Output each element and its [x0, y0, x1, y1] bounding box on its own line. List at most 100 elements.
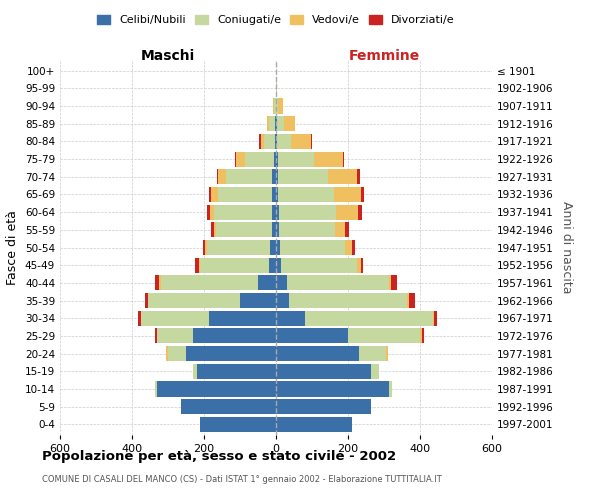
Bar — [166, 346, 276, 361]
Bar — [276, 399, 371, 414]
Bar — [276, 276, 391, 290]
Bar — [200, 417, 276, 432]
Bar — [272, 204, 276, 220]
Bar — [217, 169, 276, 184]
Bar — [276, 382, 392, 396]
Bar — [181, 399, 276, 414]
Bar — [197, 364, 276, 379]
Bar — [276, 382, 389, 396]
Bar — [276, 310, 433, 326]
Bar — [276, 187, 364, 202]
Bar — [148, 293, 276, 308]
Bar — [186, 346, 276, 361]
Bar — [205, 240, 276, 255]
Bar — [264, 134, 276, 149]
Bar — [157, 328, 276, 344]
Bar — [155, 328, 276, 344]
Bar — [276, 81, 277, 96]
Bar — [226, 169, 276, 184]
Bar — [276, 116, 284, 131]
Bar — [155, 382, 276, 396]
Bar — [276, 98, 278, 114]
Text: Femmine: Femmine — [349, 48, 419, 62]
Bar — [276, 310, 437, 326]
Bar — [276, 222, 346, 238]
Bar — [218, 187, 276, 202]
Text: COMUNE DI CASALI DEL MANCO (CS) - Dati ISTAT 1° gennaio 2002 - Elaborazione TUTT: COMUNE DI CASALI DEL MANCO (CS) - Dati I… — [42, 475, 442, 484]
Bar — [211, 204, 276, 220]
Bar — [276, 116, 277, 131]
Bar — [276, 222, 349, 238]
Bar — [276, 346, 359, 361]
Bar — [272, 222, 276, 238]
Bar — [276, 399, 371, 414]
Bar — [276, 81, 277, 96]
Bar — [276, 417, 352, 432]
Bar — [276, 364, 379, 379]
Bar — [272, 169, 276, 184]
Bar — [200, 417, 276, 432]
Bar — [155, 382, 276, 396]
Text: Popolazione per età, sesso e stato civile - 2002: Popolazione per età, sesso e stato civil… — [42, 450, 396, 463]
Bar — [276, 293, 409, 308]
Bar — [193, 328, 276, 344]
Bar — [276, 346, 388, 361]
Bar — [276, 382, 392, 396]
Bar — [276, 364, 379, 379]
Bar — [276, 328, 422, 344]
Bar — [276, 240, 355, 255]
Bar — [157, 382, 276, 396]
Bar — [276, 169, 278, 184]
Bar — [276, 364, 379, 379]
Bar — [258, 276, 276, 290]
Bar — [276, 204, 362, 220]
Bar — [216, 222, 276, 238]
Bar — [272, 187, 276, 202]
Bar — [199, 258, 276, 272]
Bar — [276, 204, 358, 220]
Bar — [276, 187, 361, 202]
Bar — [157, 328, 276, 344]
Text: Maschi: Maschi — [141, 48, 195, 62]
Bar — [211, 187, 276, 202]
Bar — [276, 346, 386, 361]
Bar — [235, 152, 276, 166]
Bar — [195, 258, 276, 272]
Bar — [276, 258, 364, 272]
Bar — [141, 310, 276, 326]
Bar — [181, 399, 276, 414]
Bar — [276, 417, 352, 432]
Bar — [276, 152, 314, 166]
Bar — [260, 134, 276, 149]
Bar — [166, 346, 276, 361]
Bar — [276, 169, 328, 184]
Bar — [207, 204, 276, 220]
Bar — [276, 328, 348, 344]
Bar — [276, 169, 357, 184]
Bar — [193, 364, 276, 379]
Bar — [193, 364, 276, 379]
Bar — [276, 222, 279, 238]
Bar — [275, 134, 276, 149]
Bar — [276, 310, 434, 326]
Bar — [276, 258, 357, 272]
Bar — [276, 116, 295, 131]
Bar — [155, 382, 276, 396]
Bar — [276, 81, 277, 96]
Bar — [276, 187, 334, 202]
Bar — [276, 152, 344, 166]
Bar — [218, 169, 276, 184]
Bar — [276, 293, 289, 308]
Bar — [274, 98, 276, 114]
Bar — [240, 293, 276, 308]
Bar — [274, 98, 276, 114]
Bar — [200, 417, 276, 432]
Bar — [141, 310, 276, 326]
Bar — [155, 276, 276, 290]
Bar — [269, 116, 276, 131]
Bar — [276, 240, 352, 255]
Bar — [274, 98, 276, 114]
Bar — [203, 240, 276, 255]
Bar — [209, 187, 276, 202]
Bar — [276, 328, 420, 344]
